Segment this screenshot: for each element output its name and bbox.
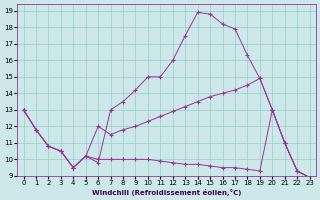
X-axis label: Windchill (Refroidissement éolien,°C): Windchill (Refroidissement éolien,°C) bbox=[92, 189, 241, 196]
